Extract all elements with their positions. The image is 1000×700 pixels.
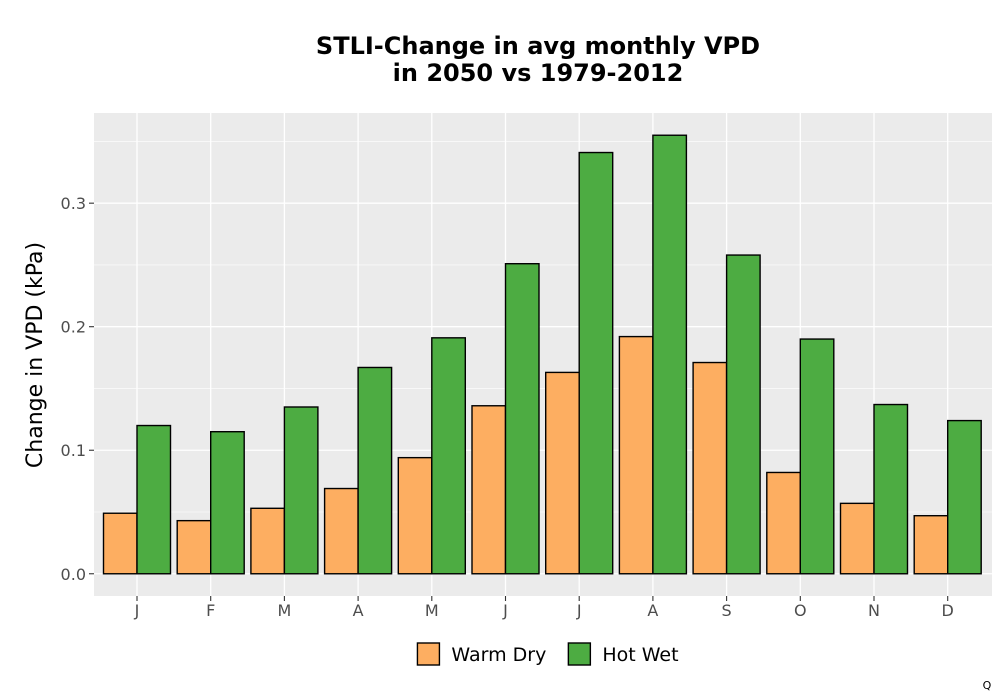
x-tick-label: J <box>502 601 508 620</box>
bar-hot-wet <box>209 431 245 575</box>
y-tick-label: 0.1 <box>61 441 86 460</box>
bar-warm-dry <box>545 371 580 575</box>
bar-warm-dry <box>323 487 359 575</box>
bar-hot-wet <box>873 403 909 575</box>
legend-swatch-hot-wet <box>567 642 592 666</box>
legend-label-warm-dry: Warm Dry <box>451 644 546 666</box>
bar-hot-wet <box>504 263 540 575</box>
x-tick-label: F <box>206 601 215 620</box>
legend-swatch-warm-dry <box>416 642 441 666</box>
bar-hot-wet <box>799 338 835 575</box>
y-tick-label: 0.0 <box>61 565 86 584</box>
x-tick-label: M <box>425 601 439 620</box>
x-tick-label: A <box>353 601 364 620</box>
x-tick-label: N <box>868 601 880 620</box>
bar-hot-wet <box>283 406 319 575</box>
corner-mark: Q <box>983 679 992 692</box>
bar-warm-dry <box>913 515 949 575</box>
y-tick-label: 0.2 <box>61 318 86 337</box>
x-tick-label: S <box>722 601 732 620</box>
bar-hot-wet <box>725 254 761 575</box>
bar-hot-wet <box>652 134 688 575</box>
bar-warm-dry <box>839 502 875 575</box>
x-tick-label: A <box>647 601 658 620</box>
bar-warm-dry <box>692 361 728 575</box>
y-axis-title: Change in VPD (kPa) <box>23 242 48 468</box>
bar-hot-wet <box>431 337 466 575</box>
bar-hot-wet <box>578 151 614 575</box>
bar-hot-wet <box>136 424 172 575</box>
y-tick-label: 0.3 <box>61 194 86 213</box>
x-tick-label: J <box>134 601 140 620</box>
bar-warm-dry <box>766 471 801 575</box>
x-tick-label: D <box>942 601 954 620</box>
bar-warm-dry <box>471 405 507 575</box>
chart-title-line-2: in 2050 vs 1979-2012 <box>393 59 684 87</box>
bar-warm-dry <box>102 512 138 575</box>
x-tick-label: O <box>794 601 807 620</box>
chart-title-line-1: STLI-Change in avg monthly VPD <box>316 32 760 60</box>
bars <box>102 134 982 575</box>
legend-label-hot-wet: Hot Wet <box>602 644 678 666</box>
bar-warm-dry <box>397 456 433 575</box>
y-axis-ticks: 0.0 0.1 0.2 0.3 <box>61 194 94 584</box>
bar-hot-wet <box>947 419 982 575</box>
x-tick-label: J <box>576 601 582 620</box>
bar-warm-dry <box>618 335 654 575</box>
bar-warm-dry <box>176 519 212 575</box>
x-tick-label: M <box>277 601 291 620</box>
bar-warm-dry <box>250 507 286 575</box>
legend: Warm Dry Hot Wet <box>416 642 679 666</box>
bar-hot-wet <box>357 366 393 575</box>
